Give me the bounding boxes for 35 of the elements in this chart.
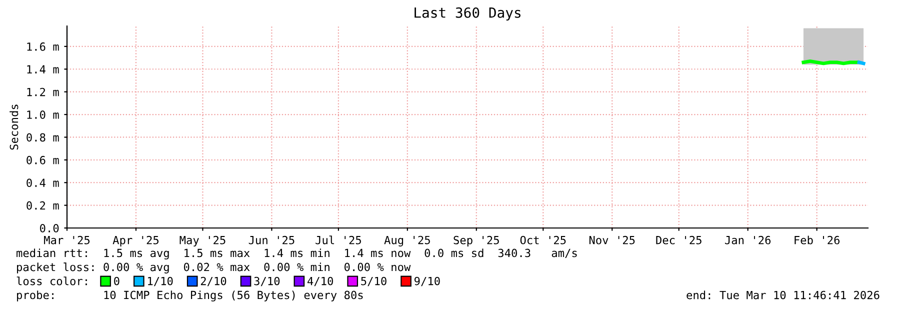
x-tick-label: Jan '26 [725,236,771,244]
legend-label: 9/10 [414,276,440,286]
x-tick-label: May '25 [180,236,226,246]
y-tick-label: 1.0 m [27,110,59,119]
y-tick-label: 0.2 m [26,201,59,210]
x-tick-label: Sep '25 [454,236,499,246]
legend-title: loss color: [16,276,87,286]
text: median rtt: 1.5 ms avg 1.5 ms max 1.4 ms min 1.4 ms now 0.0 ms sd 340.3 am/s [16,248,577,260]
x-tick-label: Jun '25 [248,236,294,244]
y-tick-label: 1.2 m [27,88,59,96]
x-tick-label: Feb '26 [794,236,840,244]
y-tick-label: 0.6 m [26,156,59,164]
legend-label: 2/10 [200,276,226,286]
legend-label: 3/10 [254,276,280,286]
y-axis-title: Seconds [10,104,18,150]
x-tick-label: Nov '25 [589,236,635,244]
chart-title: Last 360 Days [414,7,520,21]
y-tick-label: 1.4 m [27,65,59,74]
legend-label: 4/10 [308,276,333,286]
x-tick-label: Oct '25 [520,236,566,244]
y-tick-label: 0.8 m [26,133,59,142]
y-tick-label: 1.6 m [27,42,59,51]
text: probe: 10 ICMP Echo Pings (56 Bytes) every 80s [17,290,363,302]
x-tick-label: Mar '25 [44,236,90,244]
text: end: Tue Mar 10 11:46:41 2026 [686,290,880,300]
legend-label: 1/10 [148,276,173,286]
text: packet loss: 0.00 % avg 0.02 % max 0.00 % min 0.00 % now [17,262,411,274]
x-tick-label: Aug '25 [384,236,430,246]
x-tick-label: Jul '25 [316,236,361,244]
x-tick-label: Dec '25 [656,236,702,244]
legend-label: 0 [114,276,120,286]
y-tick-label: 0.4 m [26,178,59,188]
y-tick-label: 0.0 [40,224,59,232]
x-tick-label: Apr '25 [112,236,158,246]
legend-label: 5/10 [361,276,386,286]
